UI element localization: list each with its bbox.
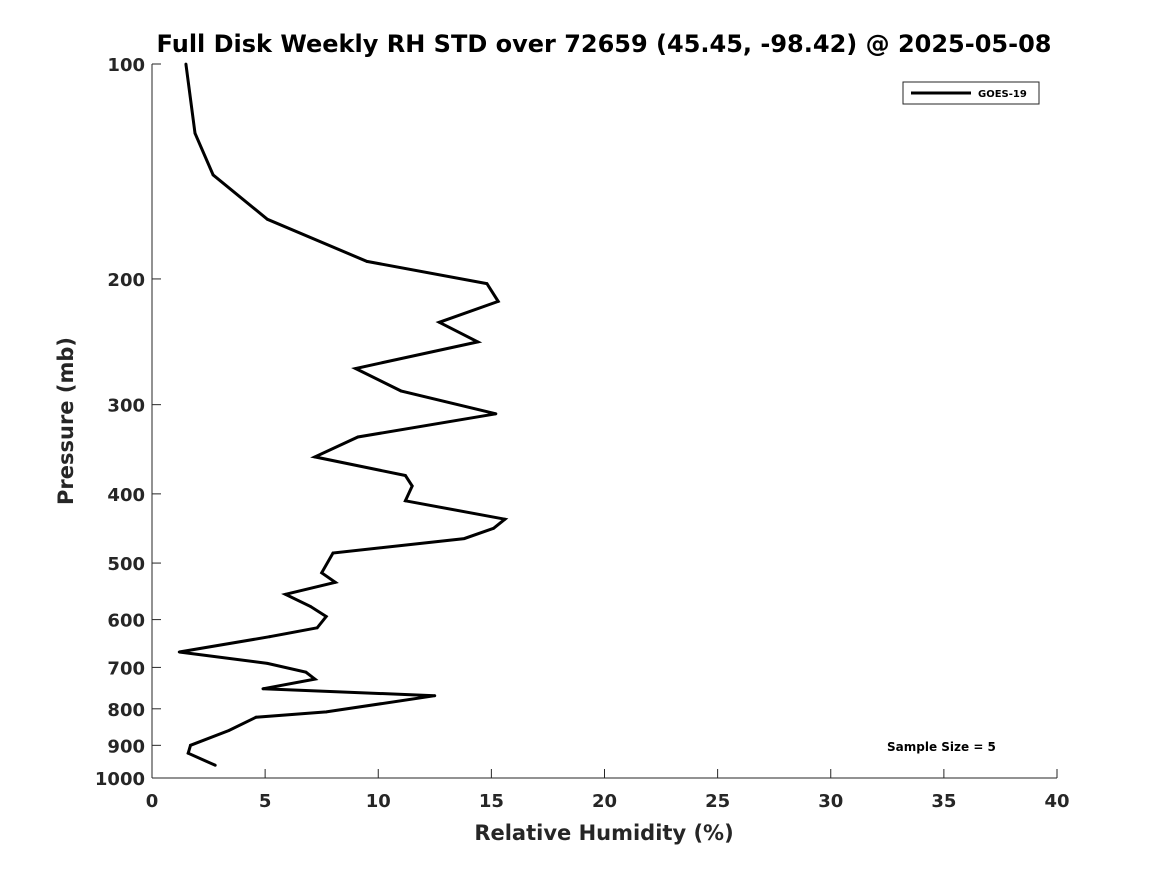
data-point (324, 615, 328, 618)
data-point (268, 635, 271, 639)
data-point (184, 62, 188, 66)
data-point (284, 592, 287, 596)
data-point (261, 687, 265, 691)
x-tick-label: 20 (592, 791, 617, 812)
series-line-0 (178, 63, 509, 767)
data-point (177, 650, 181, 654)
y-tick-label: 600 (107, 611, 145, 632)
y-tick-label: 800 (107, 700, 145, 721)
data-point (313, 455, 317, 459)
sample-size-annotation: Sample Size = 5 (887, 740, 996, 754)
data-point (186, 751, 190, 755)
y-tick-label: 500 (107, 554, 145, 575)
data-point (266, 662, 269, 665)
x-tick-label: 5 (259, 791, 272, 812)
data-point (189, 743, 192, 747)
data-point (494, 412, 498, 416)
axes (151, 64, 1057, 779)
data-point (410, 484, 414, 488)
x-tick-label: 40 (1044, 791, 1069, 812)
data-point (404, 499, 407, 503)
legend-label: GOES-19 (978, 89, 1027, 100)
y-tick-label: 200 (107, 270, 145, 291)
data-point (404, 474, 407, 477)
data-point (399, 389, 403, 393)
x-tick-label: 10 (366, 791, 391, 812)
x-axis-label: Relative Humidity (%) (474, 821, 733, 845)
data-point (476, 340, 480, 344)
chart-title: Full Disk Weekly RH STD over 72659 (45.4… (157, 30, 1052, 58)
series-layer (177, 62, 509, 767)
data-point (324, 710, 328, 714)
data-point (313, 677, 317, 681)
data-point (333, 580, 337, 584)
data-point (492, 526, 495, 530)
legend: GOES-19 (902, 81, 1040, 105)
data-point (213, 763, 217, 767)
y-tick-label: 100 (107, 55, 145, 76)
data-point (433, 694, 437, 698)
y-tick-label: 400 (107, 485, 145, 506)
data-point (254, 715, 258, 719)
data-point (356, 435, 360, 439)
x-tick-label: 15 (479, 791, 504, 812)
data-point (309, 605, 312, 608)
data-point (315, 626, 319, 630)
x-tick-label: 35 (931, 791, 956, 812)
data-point (503, 517, 507, 521)
data-point (266, 217, 269, 221)
x-tick-label: 0 (146, 791, 159, 812)
y-ticks: 100 200 300 400 500 600 700 800 900 1000 (95, 55, 161, 790)
data-point (354, 367, 357, 370)
data-point (496, 300, 500, 303)
y-axis-label: Pressure (mb) (54, 337, 78, 505)
data-point (304, 670, 308, 674)
data-point (365, 260, 369, 263)
data-point (485, 282, 489, 285)
data-point (320, 571, 324, 575)
y-tick-label: 900 (107, 736, 145, 757)
y-tick-label: 300 (107, 396, 145, 417)
data-point (211, 173, 215, 177)
y-tick-label: 1000 (95, 769, 145, 790)
data-point (193, 131, 197, 135)
data-point (462, 537, 466, 540)
data-point (331, 551, 335, 555)
data-point (437, 320, 441, 324)
x-tick-label: 25 (705, 791, 730, 812)
x-ticks: 0 5 10 15 20 25 30 35 40 (146, 769, 1070, 812)
x-tick-label: 30 (818, 791, 843, 812)
y-tick-label: 700 (107, 658, 145, 679)
data-point (227, 729, 231, 732)
